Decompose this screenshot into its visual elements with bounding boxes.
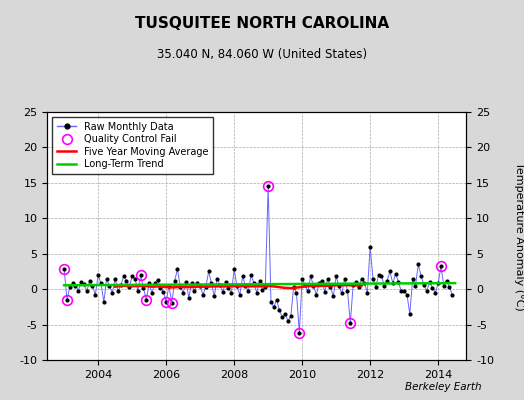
Y-axis label: Temperature Anomaly (°C): Temperature Anomaly (°C) (514, 162, 523, 310)
Text: 35.040 N, 84.060 W (United States): 35.040 N, 84.060 W (United States) (157, 48, 367, 61)
Text: Berkeley Earth: Berkeley Earth (406, 382, 482, 392)
Legend: Raw Monthly Data, Quality Control Fail, Five Year Moving Average, Long-Term Tren: Raw Monthly Data, Quality Control Fail, … (52, 117, 213, 174)
Text: TUSQUITEE NORTH CAROLINA: TUSQUITEE NORTH CAROLINA (135, 16, 389, 31)
